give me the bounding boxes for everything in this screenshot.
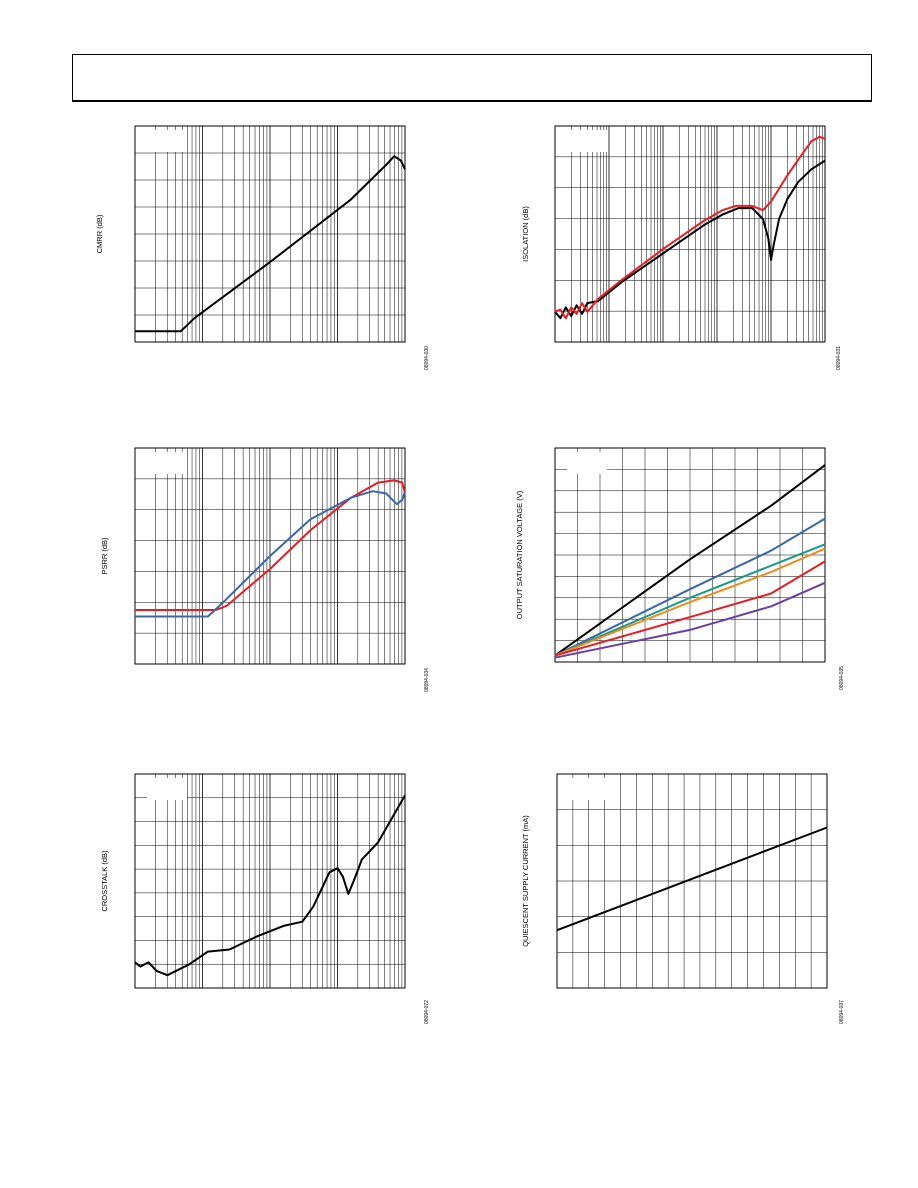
output-saturation-chart: OUTPUT SATURATION VOLTAGE (V) 08094-035 [515,447,845,690]
psrr-ylabel: PSRR (dB) [100,537,109,575]
output-saturation-series-1 [554,464,826,657]
psrr-series-1 [135,479,406,611]
page-header [72,54,872,102]
psrr-chart: PSRR (dB) 08094-034 [100,447,430,692]
output-saturation-figure-id: 08094-035 [839,666,845,690]
quiescent-current-figure-id: 08094-037 [839,1000,845,1024]
isolation-figure-id: 08094-031 [836,346,842,370]
legend-box [147,778,187,800]
psrr-frame [134,447,406,665]
crosstalk-frame [134,773,406,989]
output-saturation-frame [554,447,826,663]
legend-box [147,452,187,474]
isolation-ylabel: ISOLATION (dB) [521,206,530,262]
psrr-series-2 [135,490,406,618]
isolation-series-1 [554,159,826,320]
crosstalk-ylabel: CROSSTALK (dB) [100,850,109,912]
legend-box [569,778,609,800]
quiescent-current-chart: QUIESCENT SUPPLY CURRENT (mA) 08094-037 [521,773,845,1024]
isolation-series-2 [554,135,826,320]
output-saturation-series-2 [554,517,826,657]
output-saturation-ylabel: OUTPUT SATURATION VOLTAGE (V) [515,490,524,619]
isolation-chart: ISOLATION (dB) 08094-031 [521,125,842,370]
isolation-frame [554,125,826,343]
cmrr-figure-id: 08094-030 [424,346,430,370]
psrr-grid [134,448,405,664]
legend-box [567,130,607,152]
output-saturation-grid [555,448,825,662]
crosstalk-series-1 [134,794,406,977]
quiescent-current-ylabel: QUIESCENT SUPPLY CURRENT (mA) [521,815,530,947]
cmrr-frame [134,125,406,343]
output-saturation-series-5 [554,560,826,657]
quiescent-current-frame [556,773,828,989]
crosstalk-grid [134,774,405,988]
quiescent-current-grid [557,774,827,988]
psrr-figure-id: 08094-034 [424,668,430,692]
cmrr-grid [134,126,405,342]
output-saturation-series-6 [554,581,826,659]
quiescent-current-series-1 [556,826,828,932]
output-saturation-series-3 [554,543,826,657]
cmrr-ylabel: CMRR (dB) [95,214,104,253]
cmrr-chart: CMRR (dB) 08094-030 [95,125,430,370]
legend-box [147,130,187,152]
output-saturation-series-4 [554,547,826,657]
crosstalk-chart: CROSSTALK (dB) 08094-072 [100,773,430,1024]
crosstalk-figure-id: 08094-072 [424,1000,430,1024]
legend-box [567,452,607,474]
cmrr-series-1 [135,155,406,333]
